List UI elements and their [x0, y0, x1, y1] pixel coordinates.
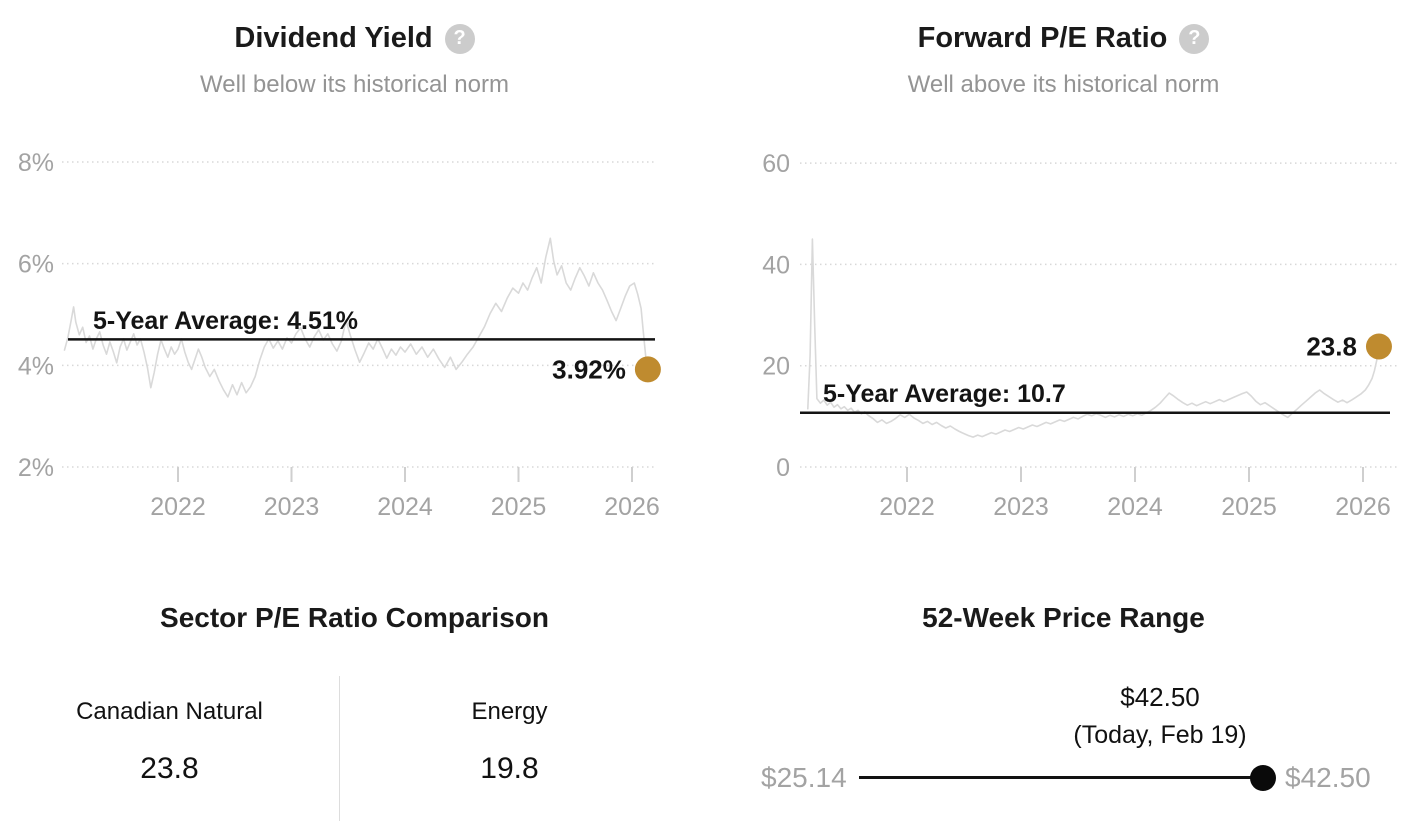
- sector-comparison-title: Sector P/E Ratio Comparison: [160, 602, 549, 633]
- current-value-label: 3.92%: [552, 354, 626, 384]
- y-tick-label: 2%: [18, 454, 54, 482]
- price-range-widget: $42.50 (Today, Feb 19) $25.14 $42.50: [709, 560, 1418, 836]
- forward-pe-title: Forward P/E Ratio: [917, 22, 1168, 54]
- dividend-yield-title: Dividend Yield: [234, 22, 433, 54]
- x-tick-label: 2024: [1107, 493, 1163, 521]
- x-tick-label: 2026: [1335, 493, 1391, 521]
- y-tick-label: 20: [762, 353, 790, 381]
- today-price-label: $42.50: [1120, 682, 1200, 712]
- dividend-yield-subtitle: Well below its historical norm: [200, 71, 509, 98]
- y-tick-label: 40: [762, 251, 790, 279]
- today-date-label: (Today, Feb 19): [1073, 721, 1247, 749]
- dividend-yield-chart: 8% 6% 4% 2% 2022 2023 2024 2025 2026 5-Year Avera…: [18, 149, 661, 521]
- sector-comparison-row: Canadian Natural 23.8 Energy 19.8: [0, 676, 709, 821]
- current-value-dot: [634, 356, 661, 383]
- price-range-title: 52-Week Price Range: [922, 602, 1205, 633]
- price-range-track: [859, 776, 1251, 779]
- x-tick-label: 2025: [1221, 493, 1277, 521]
- dividend-yield-panel: Dividend Yield ? Well below its historic…: [0, 0, 709, 560]
- sector-pe-value: 19.8: [480, 752, 539, 785]
- range-low-label: $25.14: [761, 762, 847, 793]
- x-tick-label: 2023: [993, 493, 1049, 521]
- company-pe-value: 23.8: [140, 752, 199, 785]
- x-tick-label: 2022: [150, 493, 206, 521]
- current-value-label: 23.8: [1306, 331, 1357, 361]
- sector-label: Energy: [471, 698, 548, 725]
- series-line: [807, 238, 1380, 438]
- y-tick-label: 6%: [18, 251, 54, 279]
- current-price-dot: [1250, 765, 1276, 791]
- current-value-dot: [1365, 333, 1392, 360]
- help-icon[interactable]: ?: [444, 23, 475, 54]
- forward-pe-chart: 60 40 20 0 2022 2023 2024 2025 2026 5-Year Averag…: [762, 150, 1400, 521]
- comparison-item-company: Canadian Natural 23.8: [0, 676, 339, 786]
- help-icon[interactable]: ?: [1179, 23, 1210, 54]
- dividend-yield-title-row: Dividend Yield ?: [0, 22, 709, 55]
- y-tick-label: 60: [762, 150, 790, 178]
- forward-pe-panel: Forward P/E Ratio ? Well above its histo…: [709, 0, 1418, 560]
- forward-pe-title-row: Forward P/E Ratio ?: [709, 22, 1418, 55]
- forward-pe-subtitle: Well above its historical norm: [907, 71, 1220, 98]
- comparison-item-sector: Energy 19.8: [340, 676, 679, 786]
- y-tick-label: 8%: [18, 149, 54, 177]
- average-label: 5-Year Average: 10.7: [823, 380, 1066, 408]
- company-label: Canadian Natural: [76, 698, 263, 725]
- x-tick-label: 2023: [264, 493, 320, 521]
- x-tick-label: 2022: [879, 493, 935, 521]
- y-tick-label: 0: [776, 454, 790, 482]
- range-high-label: $42.50: [1285, 762, 1371, 793]
- x-tick-label: 2026: [604, 493, 660, 521]
- vertical-divider: [339, 676, 340, 821]
- price-range-panel: 52-Week Price Range $42.50 (Today, Feb 1…: [709, 560, 1418, 836]
- x-tick-label: 2024: [377, 493, 433, 521]
- average-label: 5-Year Average: 4.51%: [93, 307, 358, 335]
- y-tick-label: 4%: [18, 352, 54, 380]
- sector-pe-comparison-panel: Sector P/E Ratio Comparison Canadian Nat…: [0, 560, 709, 836]
- x-tick-label: 2025: [491, 493, 547, 521]
